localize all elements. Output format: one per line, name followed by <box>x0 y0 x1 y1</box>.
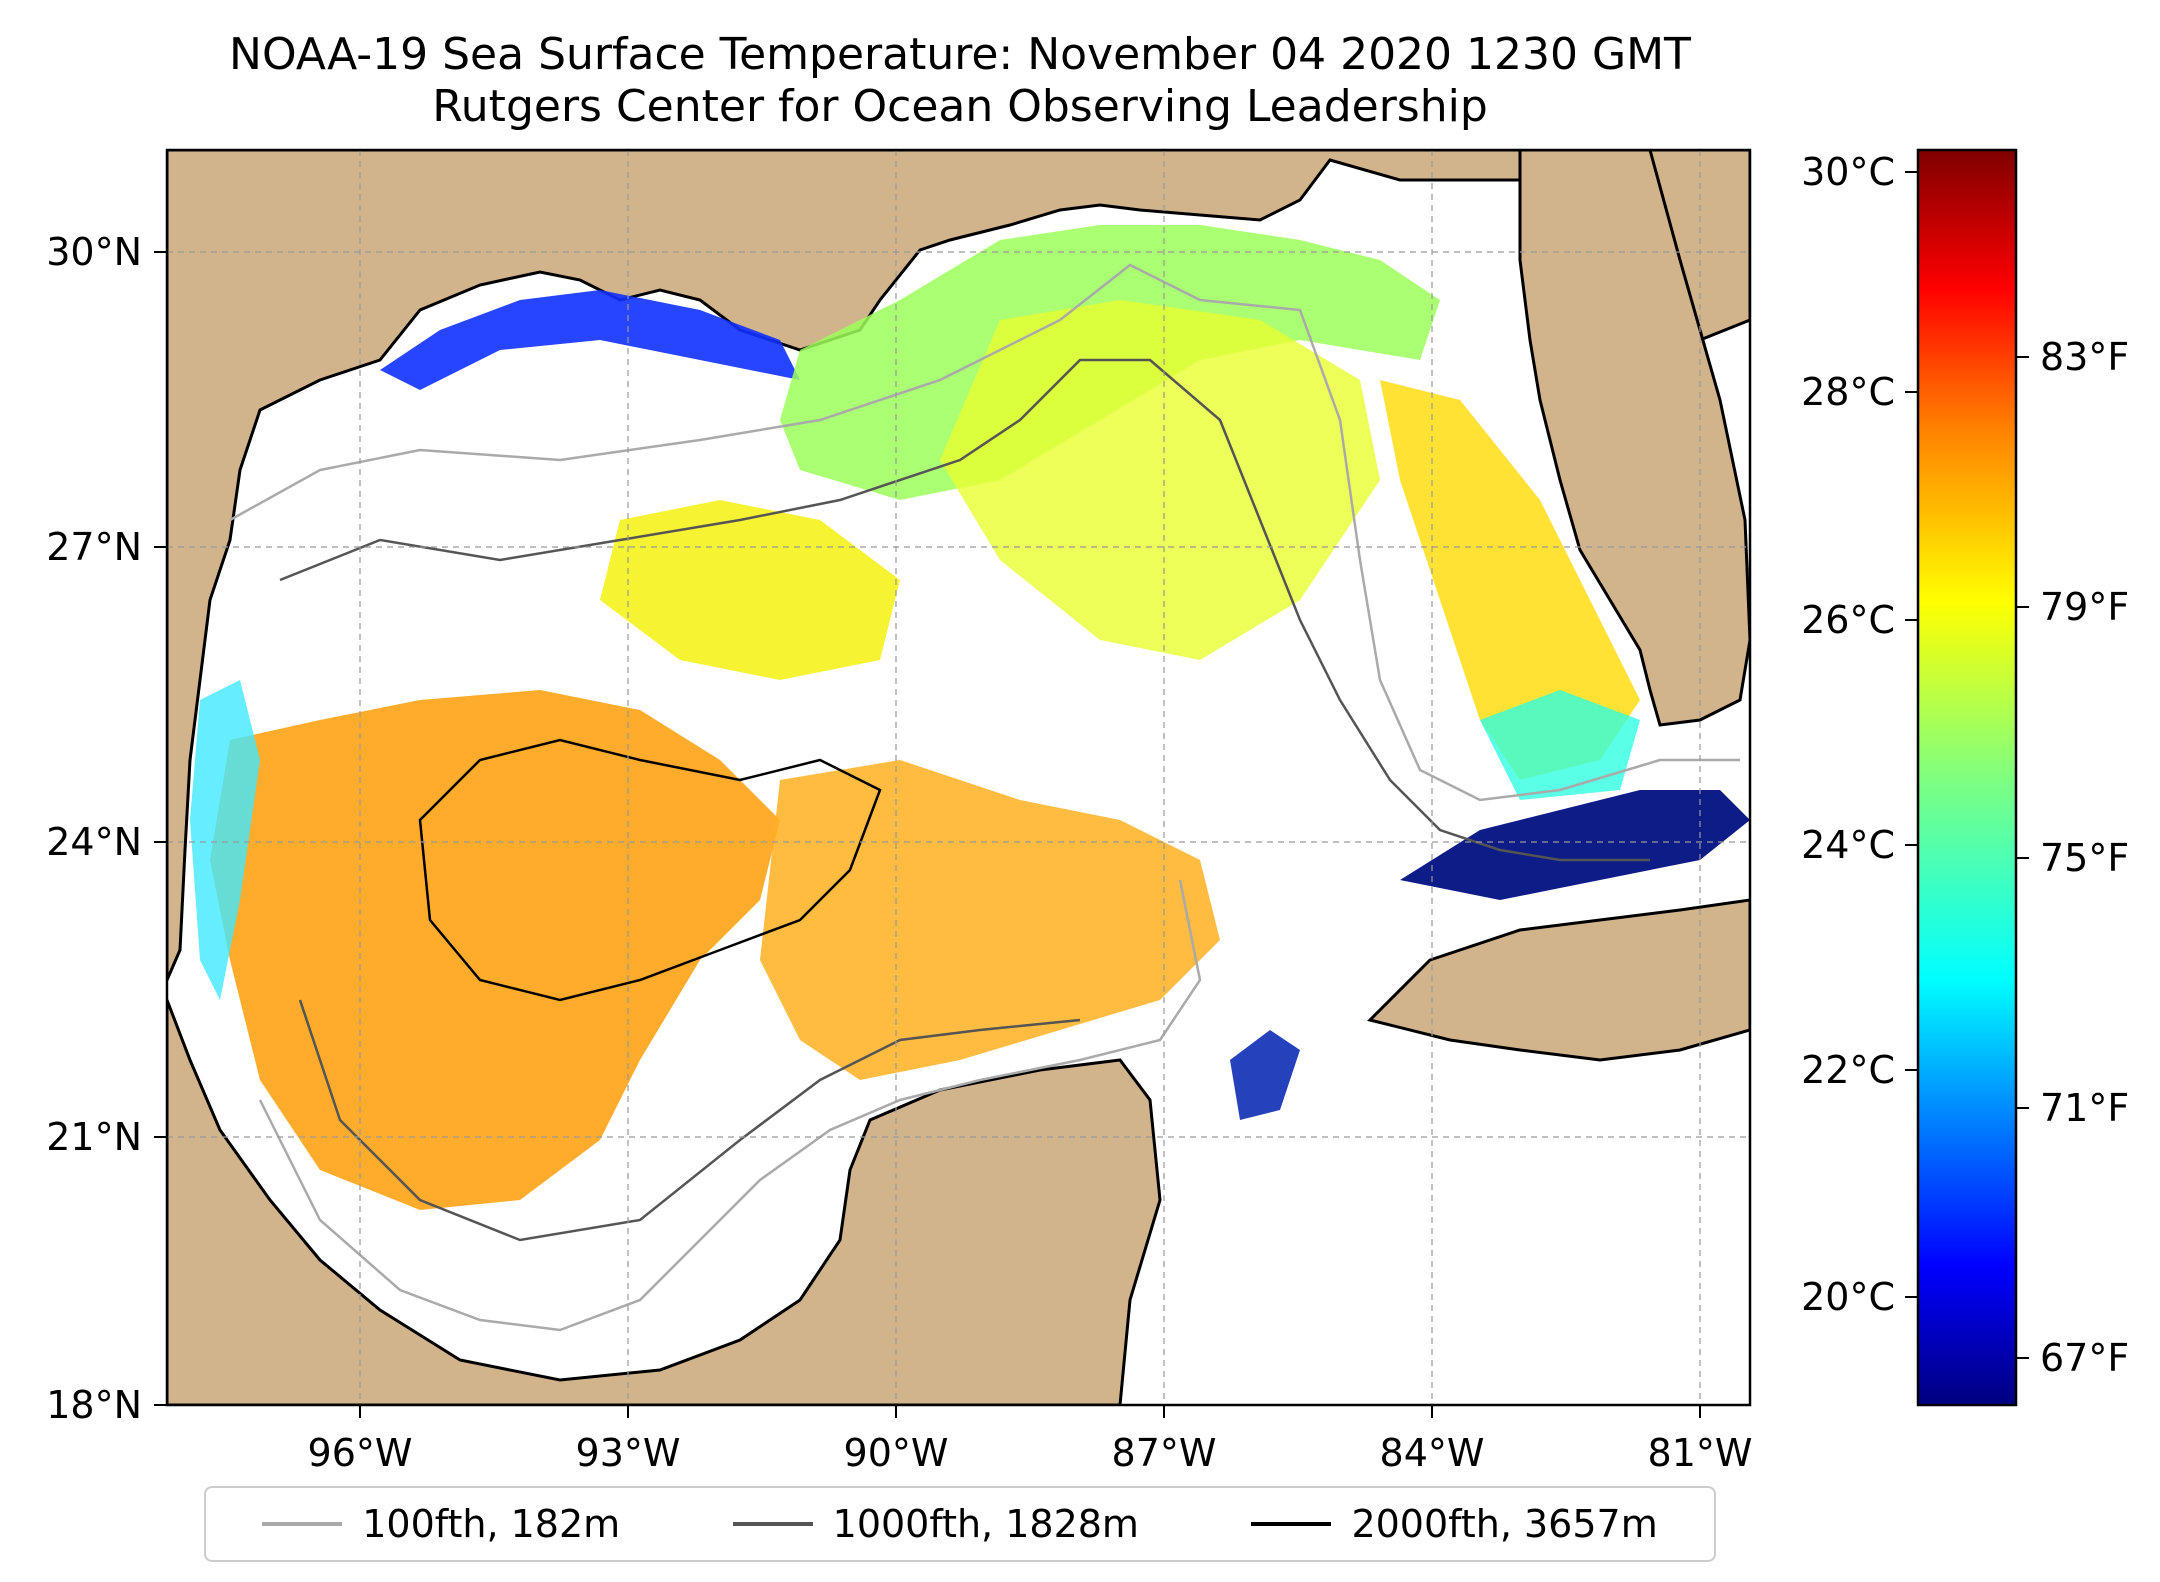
x-tick-81W: 81°W <box>1648 1431 1753 1475</box>
y-tick-27N: 27°N <box>46 525 142 569</box>
y-tick-21N: 21°N <box>46 1115 142 1159</box>
legend-swatch-2000fth <box>1251 1522 1332 1526</box>
sst-south-florida-cold <box>1400 790 1750 900</box>
x-axis <box>359 1405 1701 1418</box>
sst-west-florida-cyan <box>1480 690 1640 800</box>
x-tick-84W: 84°W <box>1380 1431 1485 1475</box>
legend-swatch-1000fth <box>732 1522 813 1526</box>
c-tick-30: 30°C <box>1801 150 1895 194</box>
x-tick-87W: 87°W <box>1112 1431 1217 1475</box>
legend: 100fth, 182m 1000fth, 1828m 2000fth, 365… <box>204 1486 1716 1562</box>
sst-cold-coastal-band <box>380 290 800 390</box>
c-tick-20: 20°C <box>1801 1275 1895 1319</box>
legend-swatch-100fth <box>262 1522 343 1526</box>
sst-west-coast-cyan <box>190 680 260 1000</box>
colorbar <box>1916 148 2018 1407</box>
title-line-2: Rutgers Center for Ocean Observing Leade… <box>432 81 1488 132</box>
legend-item-100fth: 100fth, 182m <box>262 1502 620 1546</box>
x-tick-90W: 90°W <box>844 1431 949 1475</box>
x-tick-96W: 96°W <box>308 1431 413 1475</box>
legend-label-1000fth: 1000fth, 1828m <box>832 1502 1139 1546</box>
y-tick-24N: 24°N <box>46 820 142 864</box>
y-tick-30N: 30°N <box>46 230 142 274</box>
legend-label-100fth: 100fth, 182m <box>362 1502 621 1546</box>
graticule <box>167 150 1750 1405</box>
contour-2000fth <box>418 738 882 1002</box>
c-tick-24: 24°C <box>1801 823 1895 867</box>
c-tick-28: 28°C <box>1801 370 1895 414</box>
sst-central-gulf-orange <box>760 760 1220 1080</box>
colorbar-celsius-ticks <box>1905 171 1918 1298</box>
y-axis <box>154 251 167 1406</box>
c-tick-26: 26°C <box>1801 598 1895 642</box>
sst-central-yellow-patches <box>600 500 900 680</box>
legend-label-2000fth: 2000fth, 3657m <box>1351 1502 1658 1546</box>
x-tick-93W: 93°W <box>576 1431 681 1475</box>
contour-1000fth <box>279 358 1650 862</box>
contour-100fth <box>229 263 1740 802</box>
title-line-1: NOAA-19 Sea Surface Temperature: Novembe… <box>229 29 1691 80</box>
sst-western-gulf-orange <box>210 690 780 1210</box>
f-tick-79: 79°F <box>2040 585 2129 629</box>
f-tick-75: 75°F <box>2040 836 2129 880</box>
f-tick-67: 67°F <box>2040 1336 2129 1380</box>
contour-100fth-south <box>258 879 1202 1332</box>
land-cuba <box>1367 898 1750 1062</box>
land-mexico <box>167 999 1162 1405</box>
f-tick-83: 83°F <box>2040 335 2129 379</box>
contour-1000fth-south <box>298 999 1081 1242</box>
legend-item-1000fth: 1000fth, 1828m <box>732 1502 1139 1546</box>
sst-yucatan-cold <box>1230 1030 1300 1120</box>
f-tick-71: 71°F <box>2040 1086 2129 1130</box>
colorbar-fahrenheit-ticks <box>2016 356 2029 1359</box>
sst-west-florida-shelf <box>1380 380 1640 780</box>
legend-item-2000fth: 2000fth, 3657m <box>1251 1502 1658 1546</box>
land-florida <box>1518 150 1750 727</box>
y-tick-18N: 18°N <box>46 1383 142 1427</box>
map-frame <box>165 148 1752 1407</box>
c-tick-22: 22°C <box>1801 1048 1895 1092</box>
